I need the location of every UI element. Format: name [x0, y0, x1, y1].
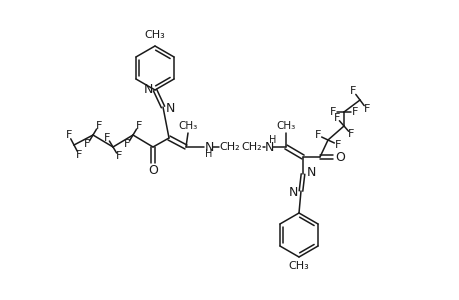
Text: CH₃: CH₃: [144, 30, 165, 40]
Text: N: N: [264, 140, 273, 154]
Text: F: F: [124, 140, 130, 149]
Text: F: F: [135, 121, 141, 130]
Text: F: F: [333, 113, 339, 123]
Text: F: F: [84, 140, 90, 149]
Text: N: N: [288, 185, 297, 199]
Text: F: F: [349, 86, 356, 96]
Text: F: F: [104, 133, 110, 142]
Text: F: F: [334, 140, 341, 150]
Text: CH₂: CH₂: [241, 142, 262, 152]
Text: N: N: [204, 140, 213, 154]
Text: F: F: [347, 129, 354, 139]
Text: F: F: [363, 104, 369, 114]
Text: CH₃: CH₃: [178, 121, 197, 131]
Text: CH₃: CH₃: [288, 261, 309, 271]
Text: F: F: [95, 121, 101, 130]
Text: O: O: [334, 151, 344, 164]
Text: CH₂: CH₂: [219, 142, 240, 152]
Text: F: F: [329, 107, 336, 117]
Text: N: N: [306, 167, 315, 179]
Text: F: F: [351, 107, 358, 117]
Text: F: F: [66, 130, 72, 140]
Text: N: N: [165, 101, 174, 115]
Text: N: N: [143, 82, 152, 95]
Text: O: O: [148, 164, 157, 176]
Text: F: F: [314, 130, 320, 140]
Text: H: H: [205, 149, 212, 159]
Text: H: H: [269, 135, 276, 145]
Text: F: F: [76, 150, 82, 160]
Text: F: F: [115, 152, 122, 161]
Text: CH₃: CH₃: [276, 121, 295, 131]
